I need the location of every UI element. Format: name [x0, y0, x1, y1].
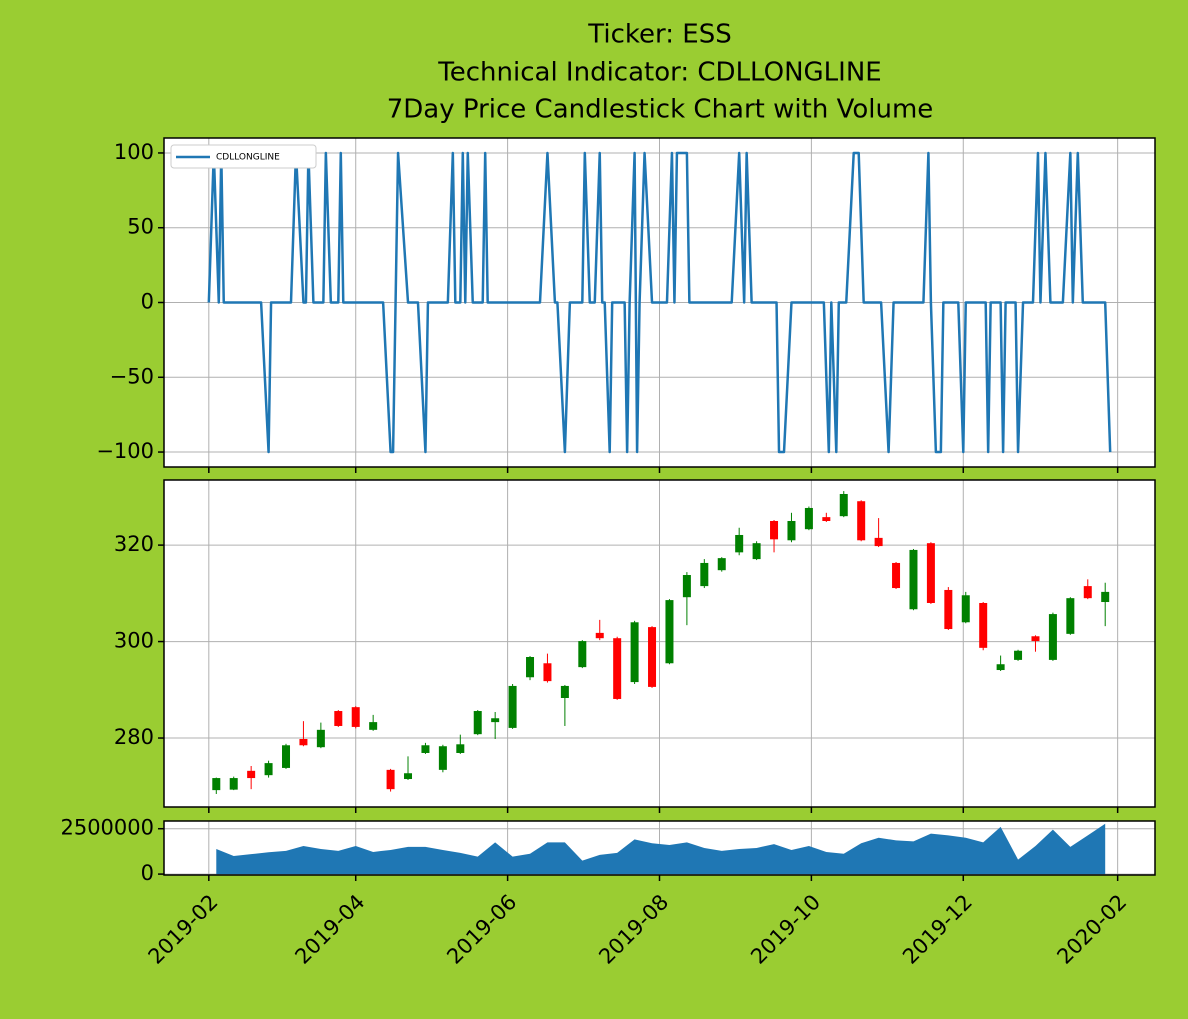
- candle-body: [630, 622, 639, 683]
- candle-body: [892, 562, 901, 589]
- candle-body: [717, 558, 726, 571]
- candle-body: [386, 769, 395, 790]
- candle-body: [247, 770, 256, 779]
- candle-body: [979, 602, 988, 648]
- y-tick-label: 320: [114, 532, 154, 556]
- y-tick-label: 280: [114, 725, 154, 749]
- candle-body: [682, 575, 691, 598]
- y-tick-label: 300: [114, 629, 154, 653]
- candle-body: [1031, 636, 1040, 642]
- candle-body: [1083, 586, 1092, 599]
- x-tick-label: 2020-02: [1052, 890, 1131, 969]
- candle-body: [229, 778, 238, 790]
- indicator-line: [207, 151, 1112, 454]
- candle-body: [839, 493, 848, 517]
- candle-body: [578, 641, 587, 668]
- title-line: 7Day Price Candlestick Chart with Volume: [387, 95, 934, 125]
- candle-body: [334, 711, 343, 726]
- plot-frame: [163, 479, 1156, 808]
- y-tick-label: −100: [96, 439, 154, 463]
- legend-box: [170, 144, 317, 169]
- candle-body: [508, 685, 517, 728]
- candle-body: [560, 685, 569, 698]
- candle-body: [282, 745, 291, 768]
- y-tick-label: 0: [141, 290, 154, 314]
- candle-body: [996, 664, 1005, 671]
- candle-body: [1014, 650, 1023, 660]
- x-tick-label: 2019-02: [144, 890, 223, 969]
- title-line: Technical Indicator: CDLLONGLINE: [437, 58, 881, 88]
- candle-body: [752, 543, 761, 560]
- x-tick-label: 2019-08: [594, 890, 673, 969]
- x-tick-label: 2019-10: [746, 890, 825, 969]
- candle-body: [909, 549, 918, 610]
- title-line: Ticker: ESS: [587, 20, 731, 50]
- candle-body: [961, 595, 970, 623]
- candle-body: [404, 773, 413, 780]
- candle-body: [351, 707, 360, 727]
- x-tick-label: 2019-06: [442, 890, 521, 969]
- candle-body: [543, 663, 552, 682]
- y-tick-label: 100: [114, 140, 154, 164]
- candle-body: [264, 763, 273, 776]
- x-tick-label: 2019-04: [290, 890, 369, 969]
- candle-body: [735, 534, 744, 553]
- candle-body: [438, 746, 447, 770]
- candle-body: [770, 520, 779, 540]
- candle-body: [665, 600, 674, 664]
- candle-body: [473, 711, 482, 735]
- candle-body: [613, 638, 622, 699]
- candle-body: [526, 657, 535, 678]
- candle-body: [456, 744, 465, 753]
- candle-body: [874, 537, 883, 547]
- candle-body: [1101, 591, 1110, 603]
- plot-frame: [163, 820, 1156, 876]
- x-tick-label: 2019-12: [898, 890, 977, 969]
- y-tick-label: −50: [110, 364, 154, 388]
- candle-body: [212, 778, 221, 791]
- candle-body: [1048, 614, 1057, 660]
- candle-body: [700, 562, 709, 587]
- candle-body: [369, 722, 378, 730]
- y-tick-label: 50: [127, 215, 154, 239]
- candle-body: [857, 501, 866, 541]
- candle-body: [804, 507, 813, 530]
- candle-body: [421, 745, 430, 753]
- y-tick-label: 0: [141, 861, 154, 885]
- legend-label: CDLLONGLINE: [216, 153, 280, 163]
- candle-body: [787, 520, 796, 541]
- plot-frame: [163, 137, 1156, 468]
- candle-body: [299, 738, 308, 746]
- candle-body: [1066, 598, 1075, 634]
- candle-body: [316, 729, 325, 748]
- candle-body: [491, 718, 500, 723]
- candle-body: [822, 517, 831, 521]
- candle-body: [648, 627, 657, 687]
- volume-area: [216, 823, 1106, 875]
- candle-body: [926, 543, 935, 603]
- candle-body: [595, 632, 604, 639]
- candle-body: [944, 589, 953, 630]
- y-tick-label: 2500000: [60, 816, 154, 840]
